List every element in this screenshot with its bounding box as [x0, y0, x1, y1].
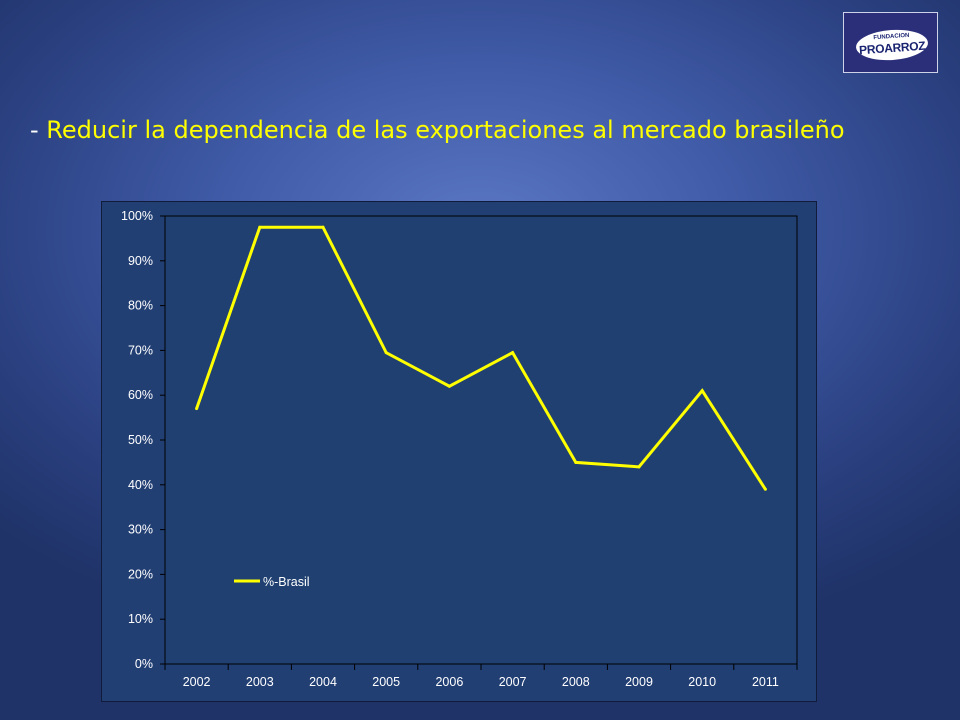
series-line	[195, 225, 767, 491]
data-point	[700, 389, 704, 393]
x-tick-label: 2006	[435, 675, 463, 689]
x-tick-label: 2005	[372, 675, 400, 689]
plot-area	[164, 215, 798, 665]
x-tick-label: 2009	[625, 675, 653, 689]
y-tick-label: 10%	[128, 612, 153, 626]
y-tick-label: 80%	[128, 299, 153, 313]
y-tick-label: 100%	[121, 209, 153, 223]
y-tick-label: 40%	[128, 478, 153, 492]
legend: %-Brasil	[234, 575, 310, 589]
data-point	[763, 487, 767, 491]
x-tick-label: 2003	[246, 675, 274, 689]
x-tick-label: 2008	[562, 675, 590, 689]
y-tick-label: 0%	[135, 657, 153, 671]
data-point	[384, 351, 388, 355]
legend-label: %-Brasil	[263, 575, 310, 589]
data-point	[574, 460, 578, 464]
y-tick-label: 30%	[128, 523, 153, 537]
y-tick-label: 90%	[128, 254, 153, 268]
data-point	[637, 465, 641, 469]
y-axis-labels: 0% 10% 20% 30% 40% 50% 60% 70% 80% 90% 100%	[121, 209, 153, 671]
series-group	[195, 225, 767, 491]
data-point	[321, 225, 325, 229]
proarroz-logo: FUNDACION PROARROZ	[843, 12, 938, 73]
data-point	[195, 407, 199, 411]
data-point	[511, 351, 515, 355]
heading-text: Reducir la dependencia de las exportacio…	[46, 116, 845, 144]
y-tick-label: 20%	[128, 567, 153, 581]
y-tick-label: 70%	[128, 343, 153, 357]
data-point	[447, 384, 451, 388]
axes	[160, 215, 798, 670]
x-tick-label: 2002	[183, 675, 211, 689]
data-point	[258, 225, 262, 229]
slide-heading: - Reducir la dependencia de las exportac…	[30, 112, 845, 148]
x-tick-label: 2004	[309, 675, 337, 689]
heading-dash: -	[30, 116, 47, 144]
x-tick-label: 2007	[499, 675, 527, 689]
x-tick-label: 2011	[752, 675, 779, 689]
y-tick-label: 60%	[128, 388, 153, 402]
y-tick-label: 50%	[128, 433, 153, 447]
x-axis-labels: 2002 2003 2004 2005 2006 2007 2008 2009 2010 2011	[183, 675, 779, 689]
x-tick-label: 2010	[688, 675, 716, 689]
